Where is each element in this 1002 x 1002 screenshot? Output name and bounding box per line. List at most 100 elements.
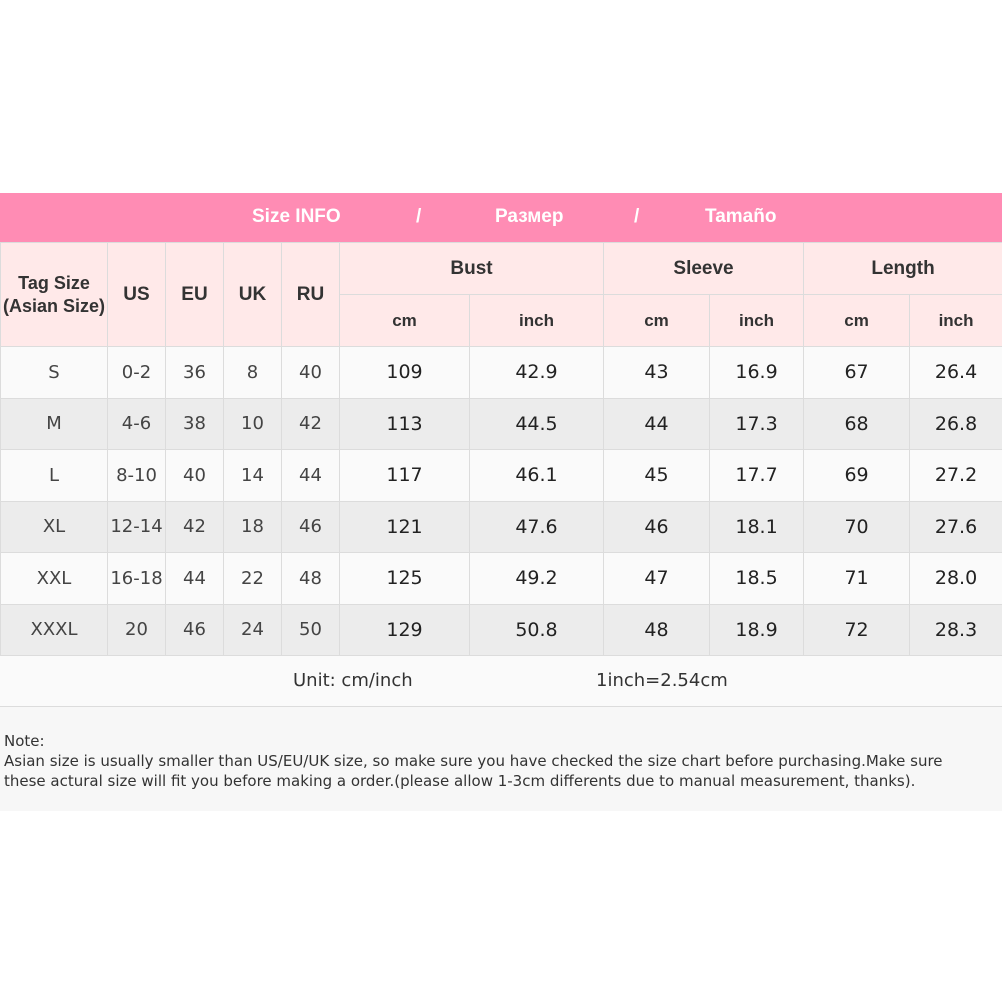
- table-cell: 50: [281, 603, 340, 656]
- table-cell: 68: [803, 397, 911, 450]
- header-eu: EU: [165, 242, 224, 347]
- note-line: these actural size will fit you before m…: [4, 772, 916, 790]
- table-cell: 71: [803, 552, 911, 605]
- table-cell: L: [0, 449, 108, 502]
- table-cell: 17.7: [709, 449, 805, 502]
- header-bust: Bust: [338, 242, 605, 295]
- table-cell: S: [0, 346, 108, 399]
- table-cell: 49.2: [468, 552, 605, 605]
- note-section: Note: Asian size is usually smaller than…: [0, 707, 1002, 811]
- unit-conversion: 1inch=2.54cm: [596, 670, 728, 691]
- size-info-banner: Size INFO / Размер / Tamaño: [0, 193, 1002, 242]
- table-cell: 43: [603, 346, 711, 399]
- table-cell: 50.8: [468, 603, 605, 656]
- table-cell: 42.9: [468, 346, 605, 399]
- table-cell: 46: [603, 500, 711, 553]
- table-cell: 14: [223, 449, 282, 502]
- table-cell: 18: [223, 500, 282, 553]
- note-line: Asian size is usually smaller than US/EU…: [4, 752, 943, 770]
- table-cell: 20: [107, 603, 166, 656]
- table-cell: 12-14: [107, 500, 166, 553]
- table-cell: 44.5: [468, 397, 605, 450]
- table-cell: 109: [339, 346, 470, 399]
- table-cell: 45: [603, 449, 711, 502]
- table-cell: 125: [339, 552, 470, 605]
- table-cell: XL: [0, 500, 108, 553]
- table-cell: 44: [281, 449, 340, 502]
- table-cell: 0-2: [107, 346, 166, 399]
- note-title: Note:: [4, 732, 45, 750]
- table-cell: 27.6: [909, 500, 1002, 553]
- header-ru: RU: [281, 242, 340, 347]
- table-cell: 40: [165, 449, 224, 502]
- table-cell: 8: [223, 346, 282, 399]
- size-table: Tag Size (Asian Size) US EU UK RU Bust Sl…: [0, 242, 1002, 656]
- table-cell: 18.9: [709, 603, 805, 656]
- size-chart: Size INFO / Размер / Tamaño Tag Size (Asi…: [0, 193, 1002, 811]
- header-sleeve-cm: cm: [603, 294, 711, 347]
- table-cell: 26.8: [909, 397, 1002, 450]
- banner-title-ru: Размер: [495, 206, 564, 227]
- banner-separator: /: [416, 206, 422, 227]
- header-bust-inch: inch: [468, 294, 605, 347]
- header-length: Length: [803, 242, 1002, 295]
- table-cell: 44: [603, 397, 711, 450]
- table-cell: 121: [339, 500, 470, 553]
- table-cell: 46: [165, 603, 224, 656]
- table-cell: 72: [803, 603, 911, 656]
- table-cell: 42: [165, 500, 224, 553]
- table-row: XXL 16-18 44 22 48 125 49.2 47 18.5 71 28.0: [0, 552, 1002, 605]
- table-row: XL 12-14 42 18 46 121 47.6 46 18.1 70 27.6: [0, 500, 1002, 553]
- table-cell: 17.3: [709, 397, 805, 450]
- unit-label: Unit: cm/inch: [293, 670, 413, 691]
- table-cell: 18.1: [709, 500, 805, 553]
- table-cell: M: [0, 397, 108, 450]
- table-cell: 4-6: [107, 397, 166, 450]
- table-cell: 28.3: [909, 603, 1002, 656]
- header-sleeve-inch: inch: [709, 294, 805, 347]
- table-cell: 26.4: [909, 346, 1002, 399]
- header-bust-cm: cm: [339, 294, 470, 347]
- table-cell: 46: [281, 500, 340, 553]
- table-cell: 8-10: [107, 449, 166, 502]
- header-length-inch: inch: [909, 294, 1002, 347]
- banner-title-en: Size INFO: [252, 206, 341, 227]
- banner-title-es: Tamaño: [705, 206, 777, 227]
- header-us: US: [107, 242, 166, 347]
- table-row: S 0-2 36 8 40 109 42.9 43 16.9 67 26.4: [0, 346, 1002, 399]
- table-cell: 48: [281, 552, 340, 605]
- table-cell: 38: [165, 397, 224, 450]
- table-cell: 36: [165, 346, 224, 399]
- table-cell: 117: [339, 449, 470, 502]
- table-cell: XXXL: [0, 603, 108, 656]
- table-cell: 70: [803, 500, 911, 553]
- table-cell: 48: [603, 603, 711, 656]
- table-cell: 46.1: [468, 449, 605, 502]
- table-cell: 47: [603, 552, 711, 605]
- unit-row: Unit: cm/inch 1inch=2.54cm: [0, 656, 1002, 707]
- table-cell: 129: [339, 603, 470, 656]
- table-cell: 42: [281, 397, 340, 450]
- table-cell: 10: [223, 397, 282, 450]
- table-cell: 24: [223, 603, 282, 656]
- table-row: L 8-10 40 14 44 117 46.1 45 17.7 69 27.2: [0, 449, 1002, 502]
- banner-separator: /: [634, 206, 640, 227]
- table-cell: 69: [803, 449, 911, 502]
- table-cell: 47.6: [468, 500, 605, 553]
- table-cell: 28.0: [909, 552, 1002, 605]
- table-cell: 27.2: [909, 449, 1002, 502]
- table-cell: 113: [339, 397, 470, 450]
- table-cell: 16-18: [107, 552, 166, 605]
- header-uk: UK: [223, 242, 282, 347]
- table-cell: 40: [281, 346, 340, 399]
- header-length-cm: cm: [803, 294, 911, 347]
- table-cell: 18.5: [709, 552, 805, 605]
- table-cell: 44: [165, 552, 224, 605]
- table-cell: XXL: [0, 552, 108, 605]
- header-tag-size: Tag Size (Asian Size): [0, 242, 108, 347]
- header-sleeve: Sleeve: [603, 242, 805, 295]
- table-cell: 16.9: [709, 346, 805, 399]
- table-row: M 4-6 38 10 42 113 44.5 44 17.3 68 26.8: [0, 397, 1002, 450]
- table-cell: 67: [803, 346, 911, 399]
- table-row: XXXL 20 46 24 50 129 50.8 48 18.9 72 28.3: [0, 603, 1002, 656]
